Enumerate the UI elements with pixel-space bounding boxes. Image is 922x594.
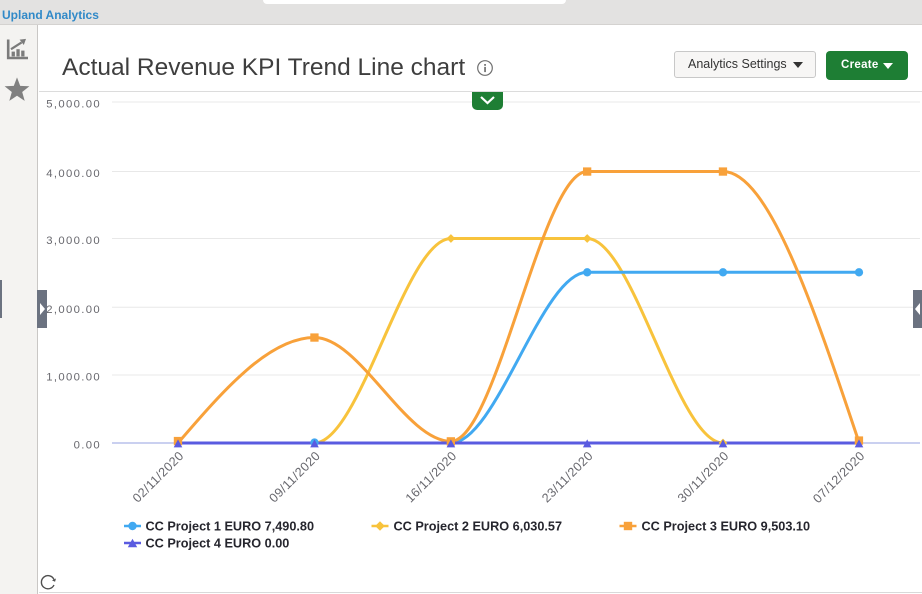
svg-text:16/11/2020: 16/11/2020	[403, 449, 460, 506]
svg-text:4,000.00: 4,000.00	[46, 168, 101, 180]
svg-text:2,000.00: 2,000.00	[46, 304, 101, 316]
svg-text:23/11/2020: 23/11/2020	[539, 449, 596, 506]
svg-text:CC Project 3 EURO 9,503.10: CC Project 3 EURO 9,503.10	[642, 520, 811, 534]
svg-text:3,000.00: 3,000.00	[46, 235, 101, 247]
svg-text:CC Project 4 EURO 0.00: CC Project 4 EURO 0.00	[146, 537, 290, 551]
svg-text:0.00: 0.00	[74, 440, 101, 452]
svg-text:09/11/2020: 09/11/2020	[266, 449, 323, 506]
svg-text:02/11/2020: 02/11/2020	[130, 449, 187, 506]
svg-text:30/11/2020: 30/11/2020	[675, 449, 732, 506]
svg-text:CC Project 1 EURO 7,490.80: CC Project 1 EURO 7,490.80	[146, 520, 315, 534]
svg-text:CC Project 2 EURO 6,030.57: CC Project 2 EURO 6,030.57	[394, 520, 563, 534]
svg-text:5,000.00: 5,000.00	[46, 99, 101, 111]
svg-text:07/12/2020: 07/12/2020	[810, 449, 867, 506]
svg-text:1,000.00: 1,000.00	[46, 372, 101, 384]
